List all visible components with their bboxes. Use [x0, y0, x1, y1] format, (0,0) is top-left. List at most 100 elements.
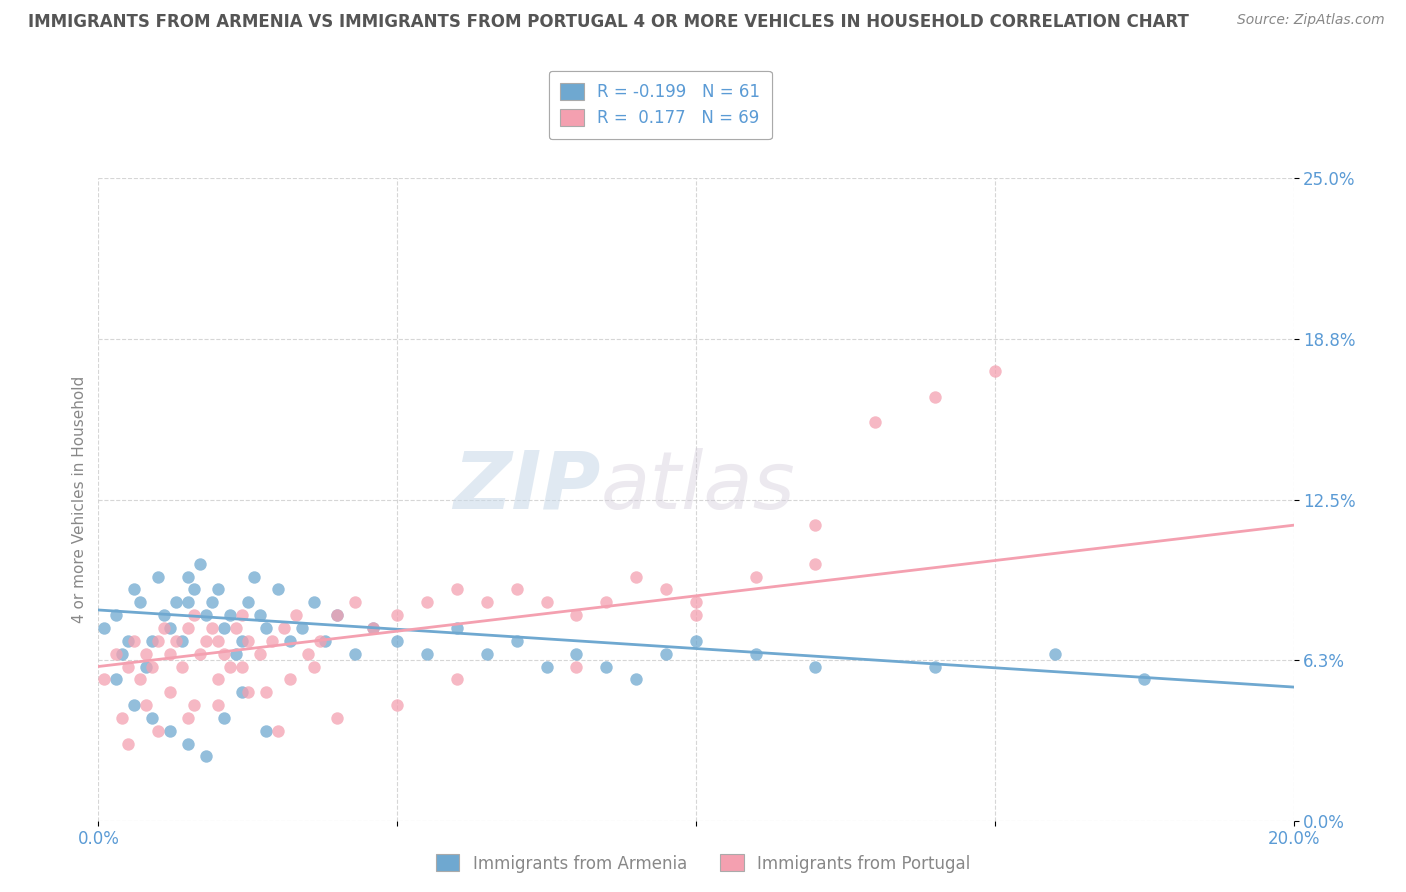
Point	[565, 608, 588, 623]
Point	[249, 608, 271, 623]
Point	[655, 582, 678, 597]
Point	[363, 621, 385, 635]
Y-axis label: 4 or more Vehicles in Household: 4 or more Vehicles in Household	[72, 376, 87, 624]
Point	[231, 608, 253, 623]
Point	[194, 633, 218, 648]
Point	[326, 608, 349, 623]
Point	[254, 621, 277, 635]
Point	[225, 647, 247, 661]
Point	[685, 608, 707, 623]
Point	[983, 364, 1005, 378]
Point	[344, 647, 367, 661]
Point	[153, 621, 176, 635]
Point	[212, 621, 235, 635]
Point	[117, 633, 139, 648]
Point	[326, 608, 349, 623]
Point	[177, 569, 200, 583]
Text: IMMIGRANTS FROM ARMENIA VS IMMIGRANTS FROM PORTUGAL 4 OR MORE VEHICLES IN HOUSEH: IMMIGRANTS FROM ARMENIA VS IMMIGRANTS FR…	[28, 13, 1189, 31]
Point	[685, 595, 707, 609]
Point	[148, 569, 170, 583]
Point	[105, 647, 128, 661]
Point	[595, 659, 617, 673]
Point	[177, 595, 200, 609]
Point	[624, 569, 647, 583]
Point	[172, 633, 194, 648]
Point	[201, 595, 224, 609]
Point	[93, 621, 115, 635]
Point	[260, 633, 283, 648]
Legend: Immigrants from Armenia, Immigrants from Portugal: Immigrants from Armenia, Immigrants from…	[429, 847, 977, 880]
Point	[194, 608, 218, 623]
Point	[117, 737, 139, 751]
Point	[124, 698, 146, 712]
Point	[565, 659, 588, 673]
Point	[111, 647, 134, 661]
Point	[315, 633, 337, 648]
Point	[183, 698, 205, 712]
Text: atlas: atlas	[600, 448, 796, 525]
Point	[865, 416, 887, 430]
Text: Source: ZipAtlas.com: Source: ZipAtlas.com	[1237, 13, 1385, 28]
Point	[326, 711, 349, 725]
Point	[159, 647, 181, 661]
Point	[446, 582, 468, 597]
Point	[188, 647, 211, 661]
Point	[135, 659, 157, 673]
Point	[231, 659, 253, 673]
Point	[177, 621, 200, 635]
Point	[804, 557, 827, 571]
Point	[624, 673, 647, 687]
Point	[1043, 647, 1066, 661]
Point	[344, 595, 367, 609]
Point	[207, 673, 229, 687]
Point	[745, 647, 768, 661]
Point	[416, 595, 439, 609]
Point	[183, 608, 205, 623]
Point	[267, 582, 290, 597]
Point	[385, 633, 409, 648]
Point	[135, 647, 157, 661]
Point	[506, 582, 529, 597]
Text: ZIP: ZIP	[453, 448, 600, 525]
Point	[236, 595, 259, 609]
Point	[308, 633, 330, 648]
Point	[278, 673, 301, 687]
Point	[129, 673, 152, 687]
Point	[267, 723, 290, 738]
Point	[254, 723, 277, 738]
Point	[273, 621, 295, 635]
Point	[111, 711, 134, 725]
Point	[148, 723, 170, 738]
Point	[105, 673, 128, 687]
Point	[536, 595, 558, 609]
Point	[249, 647, 271, 661]
Point	[207, 633, 229, 648]
Point	[148, 633, 170, 648]
Point	[804, 518, 827, 533]
Point	[231, 685, 253, 699]
Point	[254, 685, 277, 699]
Point	[446, 673, 468, 687]
Point	[194, 749, 218, 764]
Point	[212, 711, 235, 725]
Point	[183, 582, 205, 597]
Point	[93, 673, 115, 687]
Point	[141, 633, 163, 648]
Point	[159, 621, 181, 635]
Point	[1133, 673, 1156, 687]
Point	[536, 659, 558, 673]
Point	[685, 633, 707, 648]
Point	[117, 659, 139, 673]
Point	[159, 685, 181, 699]
Legend: R = -0.199   N = 61, R =  0.177   N = 69: R = -0.199 N = 61, R = 0.177 N = 69	[548, 71, 772, 139]
Point	[297, 647, 319, 661]
Point	[924, 390, 946, 404]
Point	[141, 659, 163, 673]
Point	[159, 723, 181, 738]
Point	[207, 698, 229, 712]
Point	[243, 569, 266, 583]
Point	[207, 582, 229, 597]
Point	[565, 647, 588, 661]
Point	[278, 633, 301, 648]
Point	[416, 647, 439, 661]
